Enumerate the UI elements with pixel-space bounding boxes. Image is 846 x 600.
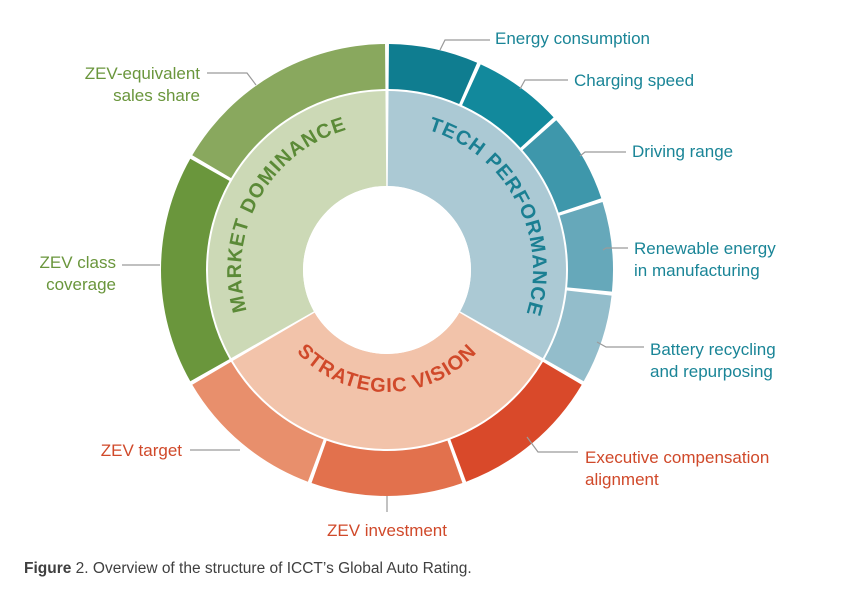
metric-label: Renewable energy in manufacturing [634, 239, 776, 280]
metric-sector-tech-3 [559, 202, 613, 292]
metric-sector-tech-1 [462, 64, 554, 148]
leader-line [526, 436, 578, 453]
metric-label: ZEV investment [327, 521, 447, 540]
metric-sector-market-1 [192, 44, 386, 179]
metric-label: Battery recycling and repurposing [650, 340, 776, 381]
metric-sector-tech-0 [388, 44, 478, 105]
leader-line [519, 79, 568, 90]
metric-label: Charging speed [574, 71, 694, 90]
leader-line [207, 72, 257, 86]
metric-sector-tech-2 [522, 120, 602, 213]
figure-caption: Figure 2. Overview of the structure of I… [24, 560, 472, 578]
leader-line [579, 151, 626, 157]
category-sector-market [208, 91, 387, 359]
leader-line [439, 39, 490, 51]
category-sector-strategic [232, 312, 542, 449]
caption-label: Figure [24, 560, 72, 577]
metric-sector-strategic-2 [192, 361, 324, 482]
caption-text: 2. Overview of the structure of ICCT’s G… [71, 560, 472, 577]
metric-label: Energy consumption [495, 29, 650, 48]
metric-label: Driving range [632, 142, 733, 161]
metric-sector-strategic-1 [311, 440, 463, 496]
leader-line [602, 247, 628, 251]
metric-sector-strategic-0 [450, 361, 582, 482]
metric-sector-market-0 [161, 158, 230, 382]
metric-label: Executive compensation alignment [585, 448, 769, 489]
leader-line [596, 341, 644, 348]
center-hole [303, 186, 471, 354]
category-sector-tech [387, 91, 566, 359]
metric-label: ZEV-equivalent sales share [85, 64, 201, 105]
diagram-rings [161, 44, 613, 496]
metric-label: ZEV target [101, 441, 183, 460]
metric-label: ZEV class coverage [39, 253, 116, 294]
metric-sector-tech-4 [544, 290, 612, 382]
